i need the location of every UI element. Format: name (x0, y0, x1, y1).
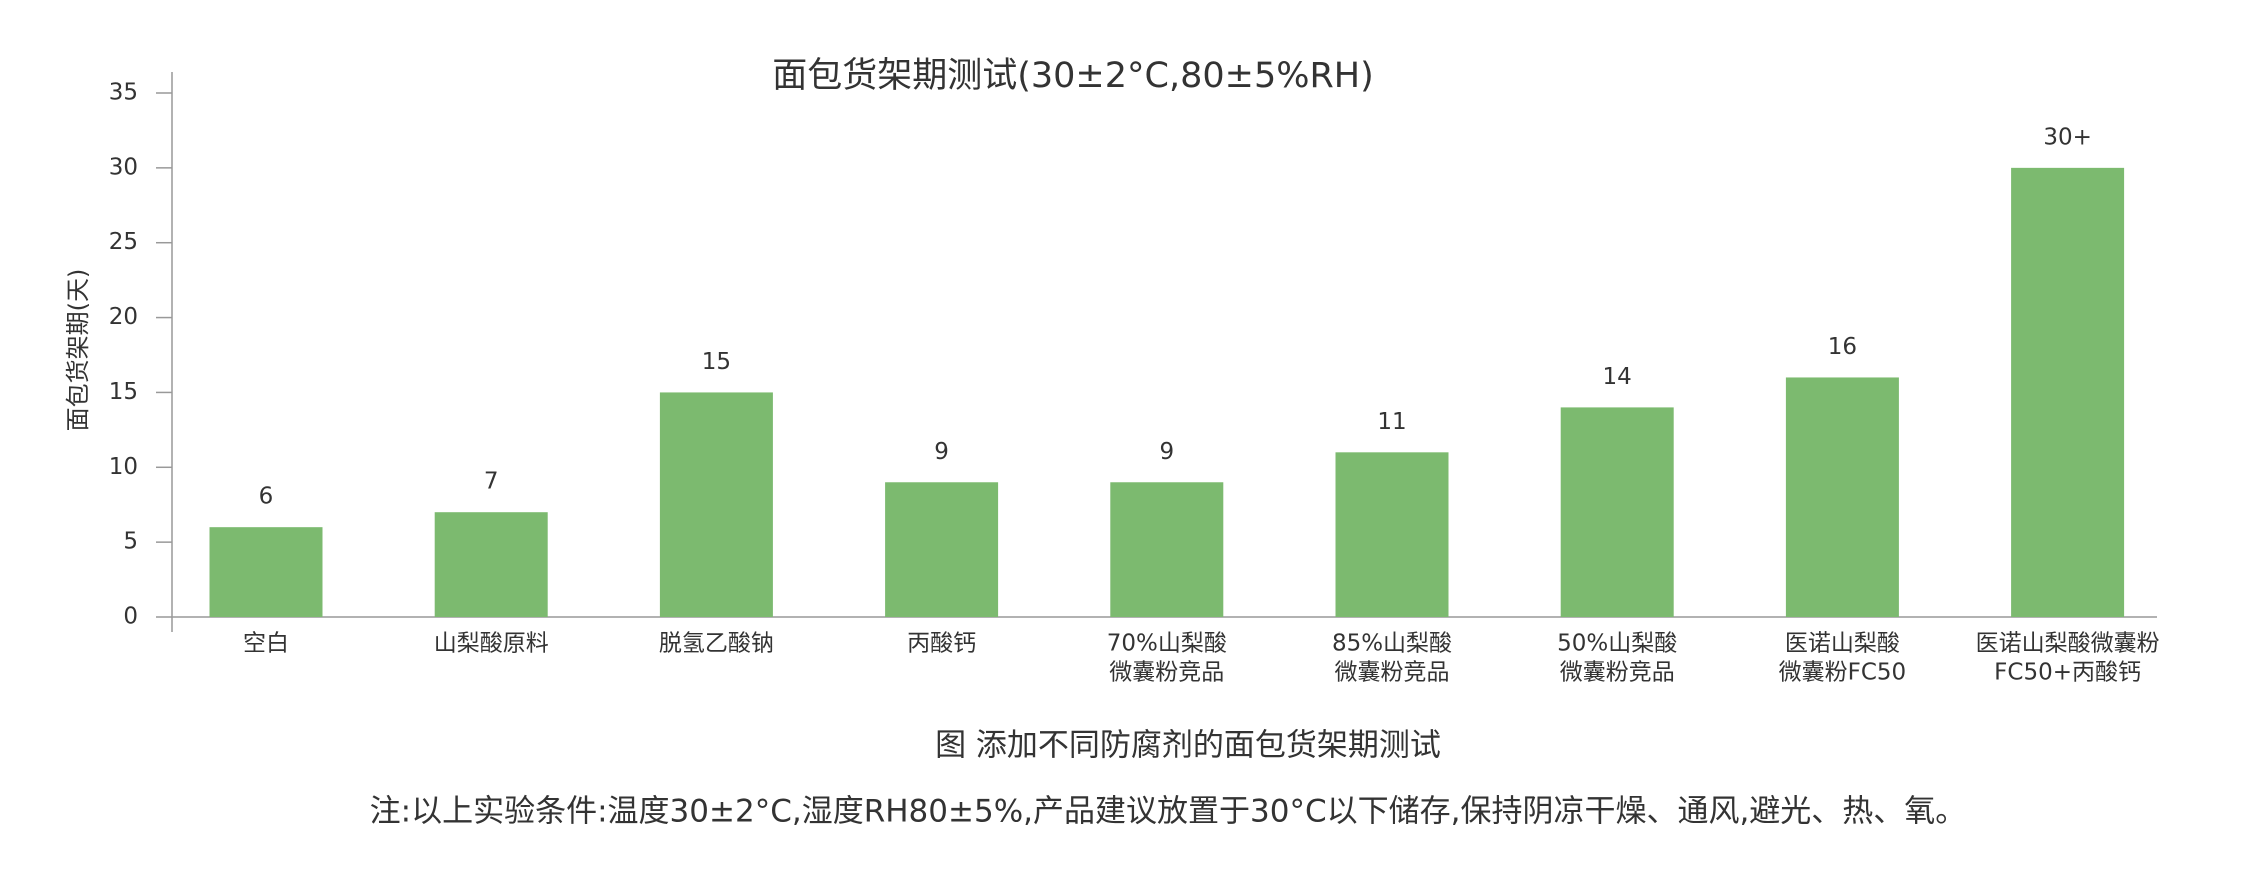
x-tick-label: FC50+丙酸钙 (1994, 660, 2141, 686)
value-label: 9 (934, 439, 949, 465)
value-label: 7 (484, 469, 499, 495)
x-tick-label: 85%山梨酸 (1332, 631, 1452, 657)
y-tick-label: 15 (109, 379, 138, 405)
x-tick-label: 空白 (243, 631, 289, 657)
y-tick-label: 0 (123, 604, 138, 630)
value-label: 11 (1377, 409, 1406, 435)
bar (1335, 452, 1449, 617)
y-tick-label: 5 (123, 529, 138, 555)
x-tick-label: 山梨酸原料 (434, 631, 549, 657)
x-tick-label: 脱氢乙酸钠 (659, 631, 774, 657)
note: 注:以上实验条件:温度30±2°C,湿度RH80±5%,产品建议放置于30°C以… (370, 794, 1967, 830)
bar (1560, 407, 1674, 617)
x-tick-label: 丙酸钙 (907, 631, 976, 657)
x-tick-label: 医诺山梨酸 (1785, 631, 1900, 657)
bar (434, 512, 548, 617)
value-label: 30+ (2043, 124, 2092, 150)
value-label: 9 (1159, 439, 1174, 465)
bar (1110, 482, 1224, 617)
value-label: 16 (1828, 334, 1857, 360)
value-label: 14 (1603, 364, 1632, 390)
bar (885, 482, 999, 617)
bar (209, 527, 323, 617)
y-tick-label: 20 (109, 304, 138, 330)
y-tick-label: 10 (109, 454, 138, 480)
x-tick-label: 微囊粉FC50 (1779, 660, 1907, 686)
x-tick-label: 微囊粉竞品 (1335, 660, 1450, 686)
bar (659, 392, 773, 617)
y-tick-label: 25 (109, 229, 138, 255)
caption: 图 添加不同防腐剂的面包货架期测试 (935, 728, 1441, 764)
value-label: 15 (702, 349, 731, 375)
y-tick-label: 30 (109, 154, 138, 180)
bar (1785, 377, 1899, 617)
y-axis-label: 面包货架期(天) (64, 269, 92, 432)
x-tick-label: 医诺山梨酸微囊粉 (1976, 631, 2160, 657)
bar (2011, 167, 2125, 617)
x-tick-label: 微囊粉竞品 (1109, 660, 1224, 686)
chart-title: 面包货架期测试(30±2°C,80±5%RH) (772, 56, 1374, 96)
x-tick-label: 微囊粉竞品 (1560, 660, 1675, 686)
y-tick-label: 35 (109, 80, 138, 106)
x-tick-label: 70%山梨酸 (1107, 631, 1227, 657)
value-label: 6 (259, 484, 274, 510)
x-tick-label: 50%山梨酸 (1557, 631, 1677, 657)
